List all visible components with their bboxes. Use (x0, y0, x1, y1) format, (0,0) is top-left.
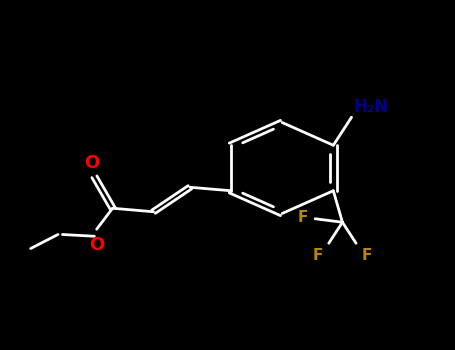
Text: F: F (362, 248, 372, 264)
Text: H₂N: H₂N (354, 98, 389, 116)
Text: F: F (313, 248, 323, 264)
Text: F: F (298, 210, 308, 224)
Text: O: O (89, 236, 104, 254)
Text: O: O (85, 154, 100, 172)
